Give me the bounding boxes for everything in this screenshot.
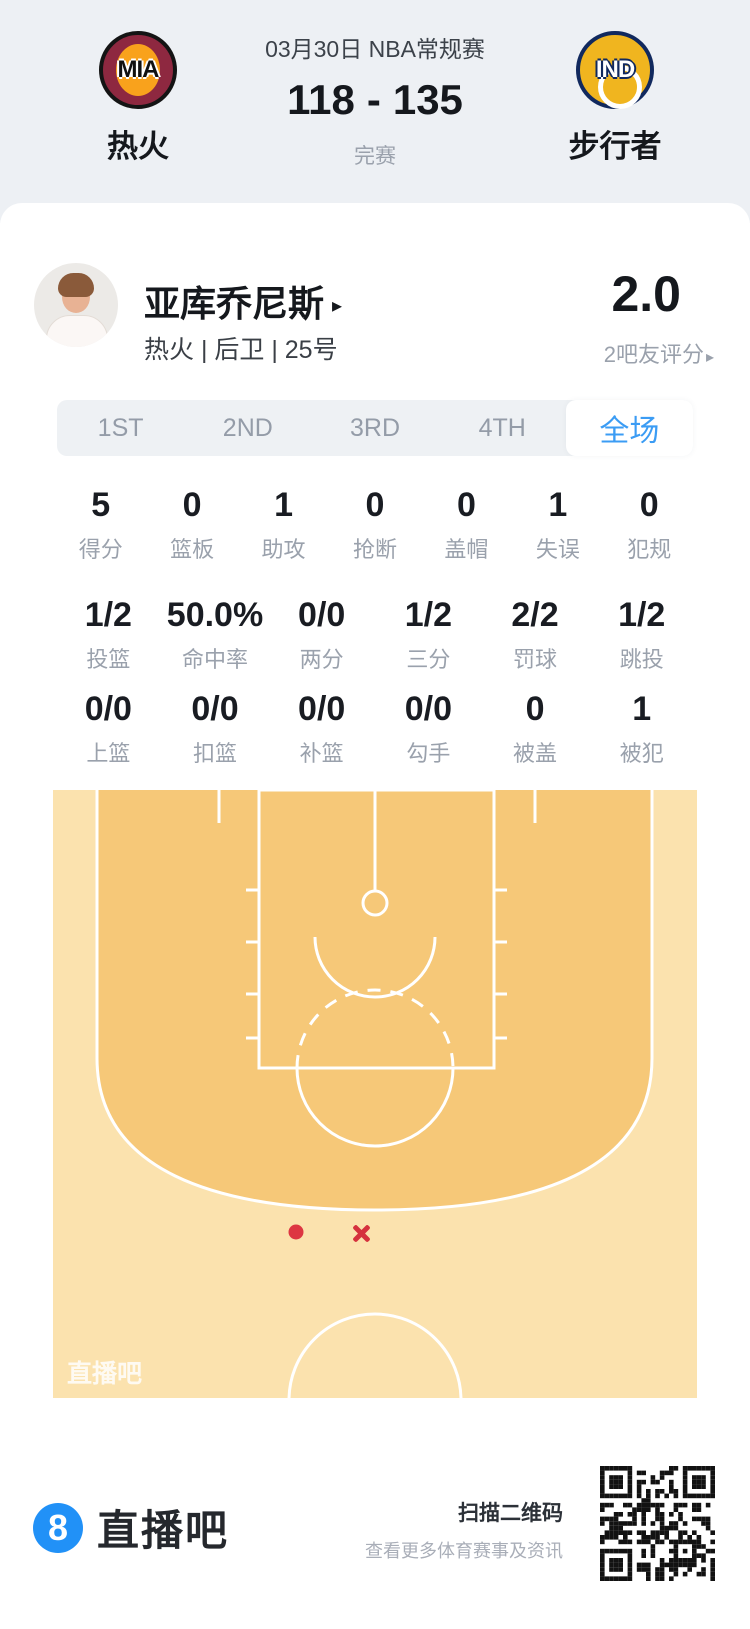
quarter-tabbar: 1ST 2ND 3RD 4TH 全场 — [57, 400, 694, 456]
stat-hook: 0/0 勾手 — [404, 690, 452, 766]
qr-caption-subtitle: 查看更多体育赛事及资讯 — [365, 1541, 563, 1561]
stat-fouls: 0 犯规 — [627, 486, 672, 562]
player-avatar[interactable] — [34, 263, 118, 347]
player-name-button[interactable]: 亚库乔尼斯 ▸ — [144, 283, 343, 324]
home-score: 118 — [287, 76, 355, 123]
qr-code — [600, 1466, 715, 1581]
stat-jumpshot: 1/2 跳投 — [618, 596, 666, 672]
qr-caption-title: 扫描二维码 — [458, 1502, 563, 1525]
stat-layup: 0/0 上篮 — [84, 690, 132, 766]
tab-2nd[interactable]: 2ND — [222, 413, 273, 442]
qr-code-pattern — [600, 1466, 715, 1581]
stat-fouled: 1 被犯 — [619, 690, 664, 766]
stat-fg-pct: 50.0% 命中率 — [166, 596, 264, 672]
missed-shot-marker — [352, 1224, 371, 1243]
player-rating-value: 2.0 — [611, 266, 681, 322]
stat-3pt: 1/2 三分 — [404, 596, 452, 672]
stats-row-shot-types: 0/0 上篮 0/0 扣篮 0/0 补篮 0/0 勾手 0 被盖 1 被犯 — [55, 691, 695, 768]
game-date: 03月30日 NBA常规赛 — [265, 36, 485, 62]
tab-4th[interactable]: 4TH — [478, 413, 526, 442]
stat-dunk: 0/0 扣篮 — [191, 690, 239, 766]
shot-markers-layer — [53, 790, 697, 1398]
court-drawing: 直播吧 — [53, 790, 697, 1398]
home-team-name: 热火 — [107, 129, 169, 164]
app-brand-name: 直播吧 — [97, 1507, 230, 1554]
stats-row-basic: 5 得分 0 篮板 1 助攻 0 抢断 0 盖帽 1 失误 0 犯规 — [55, 487, 695, 564]
qr-caption: 扫描二维码 查看更多体育赛事及资讯 — [365, 1497, 563, 1563]
away-team-abbr: IND — [595, 56, 635, 83]
rating-source-link[interactable]: 2吧友评分 ▸ — [603, 342, 714, 367]
made-shot-marker — [288, 1224, 304, 1240]
stat-2pt: 0/0 两分 — [298, 596, 346, 672]
chevron-right-icon: ▸ — [705, 349, 714, 366]
home-team[interactable]: MIA 热火 — [58, 31, 218, 166]
game-status: 完赛 — [354, 145, 396, 168]
tab-1st[interactable]: 1ST — [97, 413, 144, 442]
tab-3rd[interactable]: 3RD — [350, 413, 401, 442]
home-team-abbr: MIA — [117, 56, 160, 83]
court-watermark: 直播吧 — [67, 1360, 142, 1388]
stat-rebounds: 0 篮板 — [170, 486, 215, 562]
stat-turnovers: 1 失误 — [535, 486, 580, 562]
stat-tip-in: 0/0 补篮 — [298, 690, 346, 766]
stat-blocked: 0 被盖 — [513, 690, 558, 766]
away-team-name: 步行者 — [568, 129, 662, 164]
stat-assists: 1 助攻 — [261, 486, 306, 562]
away-score: 135 — [392, 76, 463, 123]
stat-blocks: 0 盖帽 — [444, 486, 489, 562]
away-team[interactable]: IND 步行者 — [535, 31, 695, 166]
pacers-team-logo-icon: IND — [576, 31, 654, 109]
stats-row-shooting: 1/2 投篮 50.0% 命中率 0/0 两分 1/2 三分 2/2 罚球 1/2 跳投 — [55, 597, 695, 674]
shot-chart-court: 直播吧 — [53, 790, 697, 1398]
score-separator: - — [366, 76, 381, 123]
zhibo8-logo-icon: 8 — [33, 1502, 83, 1553]
app-brand: 8 直播吧 — [33, 1497, 229, 1558]
chevron-right-icon: ▸ — [332, 295, 343, 317]
stat-ft: 2/2 罚球 — [511, 596, 559, 672]
stat-points: 5 得分 — [78, 486, 123, 562]
match-header: 03月30日 NBA常规赛 118-135 完赛 MIA 热火 IND 步行者 — [0, 0, 750, 223]
player-subtitle: 热火 | 后卫 | 25号 — [144, 336, 338, 364]
tab-full-game[interactable]: 全场 — [565, 400, 694, 456]
player-stats-card: 亚库乔尼斯 ▸ 热火 | 后卫 | 25号 2.0 2吧友评分 ▸ 1ST 2ND … — [0, 203, 750, 1629]
stat-steals: 0 抢断 — [352, 486, 397, 562]
heat-team-logo-icon: MIA — [99, 31, 177, 109]
game-score: 118-135 — [0, 76, 750, 124]
stat-fg: 1/2 投篮 — [84, 596, 132, 672]
